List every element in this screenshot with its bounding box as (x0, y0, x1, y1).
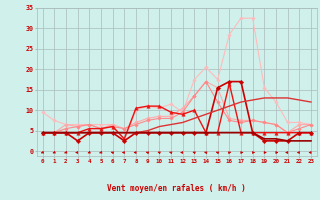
X-axis label: Vent moyen/en rafales ( km/h ): Vent moyen/en rafales ( km/h ) (108, 184, 246, 193)
